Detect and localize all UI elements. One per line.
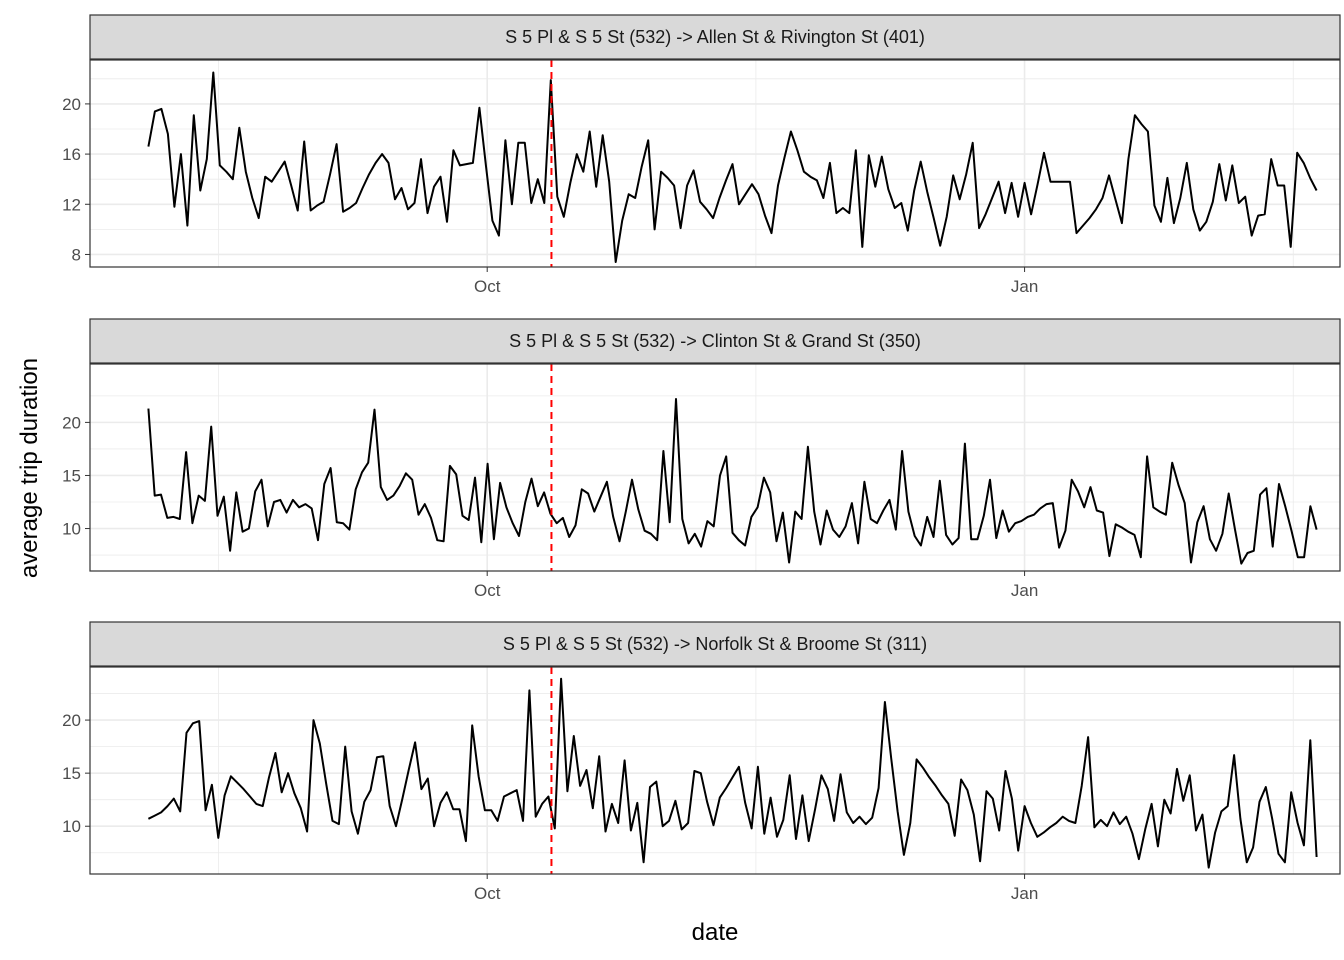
y-tick-label: 20 [62,711,81,730]
facet-strip [89,318,1341,364]
facet-strip [89,621,1341,667]
x-tick-label: Jan [1011,277,1038,296]
panel-background [90,364,1340,571]
y-tick-label: 10 [62,817,81,836]
y-tick-label: 20 [62,413,81,432]
facet-strip [89,14,1341,60]
y-tick-label: 15 [62,764,81,783]
y-tick-label: 8 [72,245,81,264]
panel-border [89,363,1341,572]
y-tick-label: 16 [62,145,81,164]
y-tick-label: 10 [62,520,81,539]
series-line [147,71,1318,263]
x-tick-label: Jan [1011,884,1038,903]
y-axis-title: average trip duration [16,358,43,578]
series-line [147,398,1318,565]
x-axis-title: date [692,919,739,946]
facet-strip-title: S 5 Pl & S 5 St (532) -> Norfolk St & Br… [503,634,927,654]
panel-background [90,60,1340,267]
x-tick-label: Jan [1011,581,1038,600]
x-tick-label: Oct [474,581,501,600]
panel-border [89,59,1341,268]
panel-border [89,666,1341,875]
facet-strip-title: S 5 Pl & S 5 St (532) -> Allen St & Rivi… [505,27,925,47]
y-tick-label: 20 [62,95,81,114]
x-tick-label: Oct [474,884,501,903]
panel-background [90,667,1340,874]
facet-strip-title: S 5 Pl & S 5 St (532) -> Clinton St & Gr… [509,331,921,351]
series-line [147,677,1318,869]
x-tick-label: Oct [474,277,501,296]
y-tick-label: 15 [62,466,81,485]
y-tick-label: 12 [62,195,81,214]
